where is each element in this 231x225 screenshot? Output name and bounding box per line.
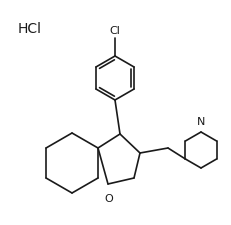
- Text: N: N: [196, 117, 204, 127]
- Text: HCl: HCl: [18, 22, 42, 36]
- Text: O: O: [104, 194, 113, 204]
- Text: Cl: Cl: [109, 26, 120, 36]
